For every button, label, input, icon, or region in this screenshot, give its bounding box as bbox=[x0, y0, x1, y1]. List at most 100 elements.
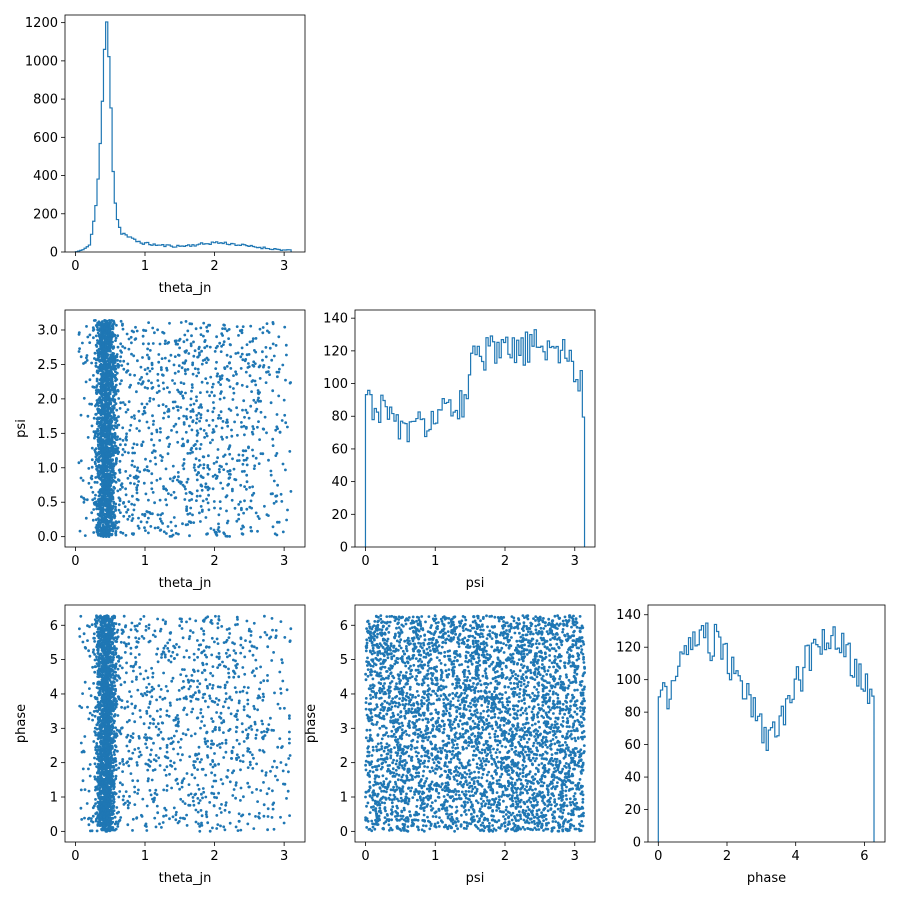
scatter-point bbox=[262, 814, 266, 818]
scatter-point bbox=[240, 470, 244, 473]
scatter-point bbox=[229, 409, 233, 412]
scatter-point bbox=[218, 341, 222, 345]
scatter-point bbox=[208, 683, 212, 686]
scatter-point bbox=[147, 356, 151, 359]
scatter-point bbox=[112, 510, 115, 514]
scatter-point bbox=[103, 432, 107, 435]
scatter-point bbox=[86, 639, 89, 642]
scatter-point bbox=[150, 481, 154, 485]
scatter-point bbox=[96, 417, 100, 421]
scatter-point bbox=[186, 329, 190, 333]
scatter-point bbox=[98, 458, 101, 462]
scatter-point bbox=[195, 417, 199, 421]
scatter-point bbox=[116, 526, 120, 529]
scatter-point bbox=[95, 325, 99, 329]
scatter-point bbox=[137, 526, 141, 530]
y-tick-label: 20 bbox=[331, 508, 348, 523]
scatter-point bbox=[118, 781, 122, 785]
scatter-point bbox=[235, 382, 239, 386]
scatter-point bbox=[269, 469, 273, 473]
scatter-point bbox=[280, 658, 284, 661]
scatter-point bbox=[221, 437, 224, 441]
scatter-point bbox=[224, 692, 228, 695]
scatter-point bbox=[253, 362, 257, 365]
scatter-point bbox=[240, 421, 243, 424]
scatter-point bbox=[108, 382, 112, 386]
scatter-point bbox=[206, 329, 210, 333]
scatter-point bbox=[115, 457, 118, 460]
scatter-point bbox=[215, 697, 218, 700]
scatter-point bbox=[99, 404, 103, 407]
scatter-point bbox=[167, 737, 171, 741]
scatter-point bbox=[151, 414, 154, 418]
scatter-point bbox=[250, 728, 254, 731]
scatter-point bbox=[286, 789, 290, 793]
scatter-point bbox=[117, 479, 121, 482]
scatter-point bbox=[125, 332, 129, 336]
scatter-point bbox=[106, 411, 110, 414]
scatter-point bbox=[130, 680, 134, 683]
scatter-point bbox=[162, 416, 165, 420]
scatter-point bbox=[180, 617, 183, 621]
scatter-point bbox=[188, 499, 191, 502]
scatter-point bbox=[107, 493, 111, 497]
scatter-point bbox=[137, 736, 141, 740]
scatter-point bbox=[237, 812, 241, 816]
scatter-point bbox=[158, 764, 162, 767]
scatter-point bbox=[225, 680, 229, 684]
scatter-point bbox=[130, 532, 134, 536]
scatter-point bbox=[246, 822, 250, 826]
scatter-point bbox=[129, 423, 133, 427]
scatter-point bbox=[252, 398, 256, 402]
scatter-point bbox=[242, 449, 246, 453]
scatter-point bbox=[107, 435, 110, 439]
scatter-point bbox=[108, 427, 111, 431]
scatter-point bbox=[93, 653, 96, 656]
scatter-point bbox=[127, 337, 131, 341]
scatter-point bbox=[248, 760, 252, 764]
scatter-point bbox=[160, 459, 164, 462]
scatter-point bbox=[200, 792, 203, 796]
scatter-point bbox=[244, 728, 248, 732]
scatter-point bbox=[281, 363, 285, 367]
scatter-point bbox=[78, 529, 82, 533]
scatter-point bbox=[224, 495, 228, 499]
scatter-point bbox=[240, 508, 243, 512]
scatter-point bbox=[93, 775, 97, 779]
scatter-point bbox=[247, 416, 251, 420]
scatter-point bbox=[237, 453, 241, 457]
scatter-point bbox=[85, 354, 89, 357]
scatter-point bbox=[190, 334, 193, 338]
scatter-point bbox=[186, 477, 190, 481]
scatter-point bbox=[205, 532, 209, 536]
scatter-point bbox=[282, 821, 286, 825]
scatter-point bbox=[152, 722, 155, 726]
scatter-point bbox=[278, 707, 282, 710]
scatter-point bbox=[236, 351, 240, 355]
scatter-point bbox=[186, 512, 190, 516]
scatter-point bbox=[114, 367, 118, 371]
x-tick-label: 0 bbox=[361, 554, 369, 569]
scatter-point bbox=[221, 327, 225, 330]
scatter-point bbox=[114, 379, 117, 383]
scatter-point bbox=[270, 617, 274, 620]
scatter-point bbox=[161, 455, 164, 459]
scatter-point bbox=[234, 623, 237, 627]
scatter-point bbox=[119, 483, 123, 487]
scatter-point bbox=[167, 415, 171, 419]
scatter-point bbox=[100, 478, 104, 482]
scatter-point bbox=[95, 655, 98, 659]
scatter-point bbox=[91, 385, 95, 389]
scatter-point bbox=[265, 431, 268, 435]
scatter-point bbox=[255, 762, 258, 766]
scatter-point bbox=[95, 528, 99, 531]
scatter-point bbox=[186, 728, 190, 731]
scatter-point bbox=[281, 769, 285, 773]
scatter-point bbox=[163, 768, 167, 772]
scatter-point bbox=[101, 329, 104, 332]
scatter-point bbox=[232, 788, 236, 791]
scatter-point bbox=[83, 680, 87, 684]
scatter-point bbox=[108, 407, 112, 410]
scatter-point bbox=[215, 335, 219, 339]
